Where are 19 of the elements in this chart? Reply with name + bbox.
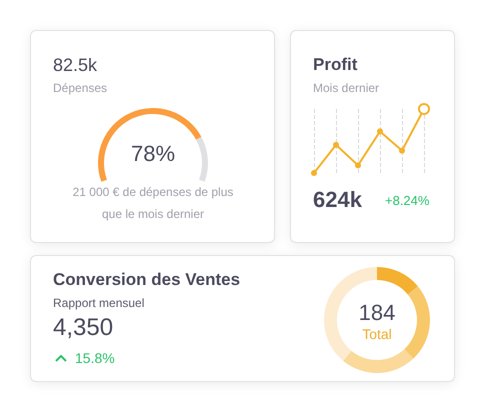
text: 78%	[130, 141, 176, 167]
point	[399, 148, 405, 154]
text: 21 000 € de dépenses de plus que le mois dernier	[72, 184, 234, 223]
text: Conversion des Ventes	[53, 270, 240, 291]
text: +8.24%	[385, 193, 430, 208]
point	[377, 128, 383, 134]
point	[311, 170, 317, 176]
text: 184	[358, 300, 396, 326]
point	[355, 162, 361, 168]
text: 624k	[313, 187, 362, 213]
text: 4,350	[53, 314, 114, 342]
text: 15.8%	[75, 350, 115, 366]
point	[333, 142, 339, 148]
chart-title: 82.5k	[53, 55, 98, 77]
text: Total	[361, 326, 393, 342]
chart-subtitle: Dépenses	[53, 81, 108, 95]
chart-title: Profit	[313, 55, 358, 76]
chart-subtitle: Mois dernier	[313, 81, 380, 95]
text: Rapport mensuel	[53, 296, 144, 310]
